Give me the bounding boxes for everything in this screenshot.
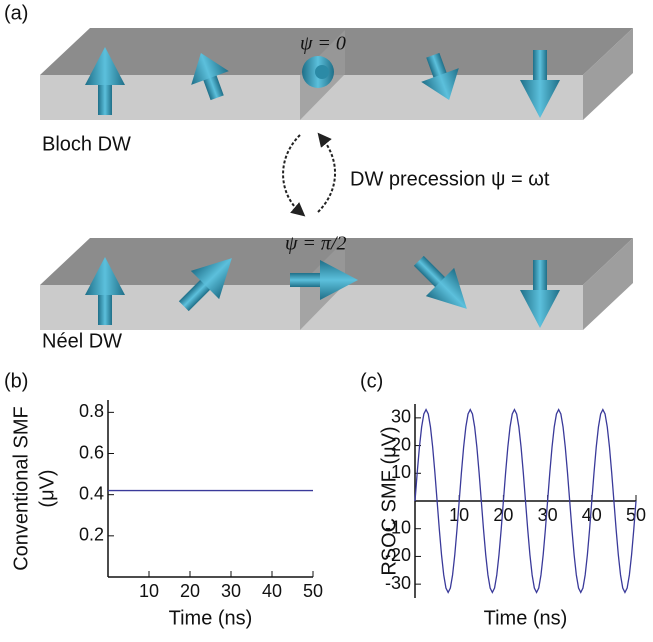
x-tick-label: 20 xyxy=(180,581,200,601)
precession-arrow xyxy=(317,132,336,213)
spin-arrows xyxy=(85,47,560,328)
spin-arrow xyxy=(290,260,358,300)
spin-arrow xyxy=(85,257,125,325)
arrow-shaft xyxy=(202,74,224,101)
spin-arrow xyxy=(191,53,229,101)
y-tick-label: -20 xyxy=(385,545,411,565)
precession-arrow xyxy=(282,134,306,217)
y-axis-label: RSOC SMF (μV) xyxy=(378,426,400,575)
wall-label: Bloch DW xyxy=(42,133,131,155)
y-tick-label: 30 xyxy=(391,407,411,427)
y-tick-label: 0.8 xyxy=(79,401,104,421)
arrow-head xyxy=(320,260,358,300)
arrow-head xyxy=(85,257,125,295)
x-tick-label: 40 xyxy=(582,505,602,525)
x-tick-label: 40 xyxy=(262,581,282,601)
arrow-shaft xyxy=(533,260,547,292)
y-tick-label: -30 xyxy=(385,573,411,593)
arrow-head xyxy=(520,290,560,328)
x-tick-label: 30 xyxy=(538,505,558,525)
y-tick-label: 0.6 xyxy=(79,442,104,462)
arrow-shaft xyxy=(290,273,322,287)
x-tick-label: 10 xyxy=(449,505,469,525)
spin-arrow xyxy=(421,52,459,100)
y-axis-label: (μV) xyxy=(36,469,58,507)
precession-label: DW precession ψ = ωt xyxy=(350,168,550,190)
spin-arrow xyxy=(178,258,232,312)
y-tick-label: 0.4 xyxy=(79,483,104,503)
wall-label: Néel DW xyxy=(42,330,122,352)
panel-label: (a) xyxy=(4,2,28,24)
arrow-head xyxy=(520,80,560,118)
spin-arrow xyxy=(85,47,125,115)
arrow-shaft xyxy=(413,255,447,289)
angle-label: ψ = 0 xyxy=(300,33,346,55)
x-tick-label: 50 xyxy=(303,581,323,601)
y-tick-label: 0.2 xyxy=(79,525,104,545)
arrow-head xyxy=(85,47,125,85)
x-tick-label: 20 xyxy=(493,505,513,525)
spin-arrow xyxy=(413,255,467,309)
arrow-head xyxy=(190,258,232,300)
arrow-head xyxy=(421,68,459,100)
arrow-shaft xyxy=(426,52,448,79)
spin-arrow xyxy=(520,260,560,328)
arrow-shaft xyxy=(98,83,112,115)
arrow-shaft xyxy=(98,293,112,325)
arrow-shaft xyxy=(533,50,547,82)
arrow-shaft xyxy=(178,278,212,312)
arrow-head xyxy=(425,267,467,309)
bloch-slab xyxy=(40,28,633,120)
y-tick-label: 10 xyxy=(391,462,411,482)
y-axis-label: Conventional SMF xyxy=(10,406,32,571)
angle-label: ψ = π/2 xyxy=(285,233,347,255)
x-axis-label: Time (ns) xyxy=(169,607,253,629)
x-tick-label: 10 xyxy=(139,581,159,601)
arrow-head xyxy=(191,53,229,85)
panel-label: (b) xyxy=(4,370,28,392)
data-line xyxy=(414,408,637,594)
x-tick-label: 30 xyxy=(221,581,241,601)
x-axis-label: Time (ns) xyxy=(484,607,568,629)
y-tick-label: -10 xyxy=(385,517,411,537)
x-tick-label: 50 xyxy=(626,505,646,525)
arrow-shaft-on xyxy=(315,65,329,79)
y-tick-label: 20 xyxy=(391,434,411,454)
panel-label: (c) xyxy=(360,370,383,392)
spin-arrow xyxy=(520,50,560,118)
